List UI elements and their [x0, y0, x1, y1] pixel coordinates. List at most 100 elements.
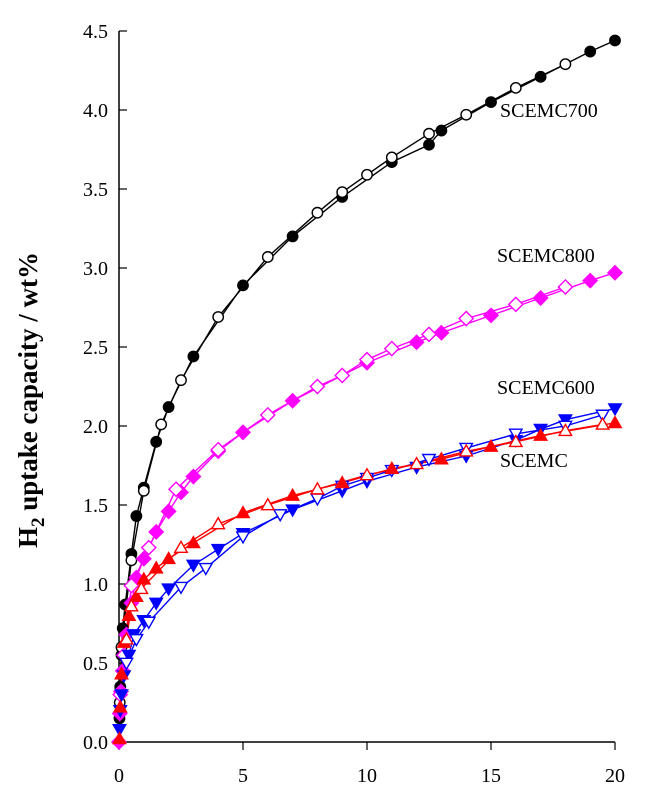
data-point-scemc700-desorption [261, 251, 274, 263]
data-point-scemc600-desorption [235, 531, 251, 545]
data-point-scemc-adsorption [285, 487, 301, 501]
data-point-scemc-desorption [595, 416, 611, 430]
data-point-scemc700-adsorption [485, 96, 497, 109]
data-point-scemc-adsorption [112, 699, 128, 713]
data-point-scemc-desorption [133, 581, 149, 595]
data-point-scemc800-desorption [309, 378, 326, 395]
y-tick-label: 0.0 [83, 732, 108, 754]
data-point-scemc600-adsorption [114, 689, 129, 703]
data-point-scemc700-desorption [212, 311, 225, 323]
data-point-scemc-adsorption [161, 551, 177, 565]
data-point-scemc800-desorption [557, 278, 574, 295]
data-point-scemc800-desorption [140, 539, 157, 556]
data-point-scemc700-desorption [137, 484, 150, 497]
data-point-scemc600-desorption [198, 562, 214, 576]
data-point-scemc600-adsorption [112, 723, 127, 738]
data-point-scemc700-desorption [460, 108, 473, 121]
data-point-scemc800-adsorption [482, 307, 500, 324]
data-point-scemc700-desorption [559, 58, 572, 71]
data-point-scemc800-adsorption [135, 550, 152, 567]
data-point-scemc-adsorption [235, 505, 251, 519]
data-point-scemc-adsorption [121, 607, 137, 621]
x-tick-label: 0 [114, 765, 124, 787]
data-point-scemc800-desorption [458, 310, 475, 327]
data-point-scemc800-desorption [123, 577, 140, 594]
data-point-scemc-desorption [557, 423, 573, 437]
data-point-scemc800-desorption [383, 340, 400, 357]
y-tick-label: 1.5 [83, 495, 108, 517]
data-point-scemc-desorption [409, 456, 425, 470]
y-tick-label: 0.5 [83, 653, 108, 675]
data-point-scemc800-adsorption [532, 290, 549, 307]
data-point-scemc-desorption [123, 598, 139, 612]
data-point-scemc600-desorption [118, 657, 134, 671]
data-point-scemc800-adsorption [284, 392, 301, 409]
data-point-scemc600-desorption [173, 581, 189, 595]
data-point-scemc800-adsorption [606, 264, 624, 281]
data-point-scemc800-adsorption [185, 468, 202, 485]
data-point-scemc700-desorption [311, 206, 324, 219]
data-point-scemc700-adsorption [150, 435, 163, 448]
data-point-scemc800-desorption [168, 481, 185, 498]
data-point-scemc800-adsorption [582, 272, 599, 289]
data-point-scemc800-desorption [420, 326, 438, 343]
y-tick-label: 1.0 [83, 574, 108, 596]
data-point-scemc800-adsorption [160, 503, 177, 520]
data-point-scemc-desorption [173, 540, 189, 554]
data-point-scemc-desorption [260, 497, 276, 511]
data-point-scemc700-desorption [125, 554, 138, 567]
data-point-scemc800-adsorption [234, 424, 252, 441]
data-point-scemc700-adsorption [130, 510, 143, 522]
data-point-scemc-desorption [210, 516, 226, 530]
data-point-scemc800-desorption [358, 351, 376, 368]
data-point-scemc-desorption [508, 434, 524, 448]
x-tick-label: 20 [605, 765, 625, 787]
x-tick-label: 5 [238, 765, 248, 787]
data-point-scemc-adsorption [607, 415, 623, 429]
data-point-scemc600-desorption [309, 493, 325, 507]
data-point-scemc-desorption [458, 443, 474, 457]
data-point-scemc-adsorption [185, 535, 201, 549]
data-point-scemc-adsorption [114, 666, 129, 680]
data-point-scemc700-adsorption [609, 34, 621, 47]
data-point-scemc-adsorption [384, 461, 400, 475]
series-label-scemc800: SCEMC800 [497, 245, 595, 267]
x-tick-label: 10 [357, 765, 377, 787]
data-point-scemc-adsorption [483, 438, 499, 452]
data-point-scemc-adsorption [533, 427, 549, 441]
y-tick-label: 2.5 [83, 337, 108, 359]
data-point-scemc700-desorption [385, 151, 398, 164]
data-point-scemc800-adsorption [433, 324, 450, 341]
data-point-scemc700-desorption [336, 186, 349, 199]
data-point-scemc700-desorption [509, 81, 522, 94]
y-tick-label: 3.5 [83, 179, 108, 201]
data-point-scemc600-adsorption [607, 403, 623, 417]
data-point-scemc600-adsorption [285, 504, 301, 518]
data-point-scemc800-adsorption [408, 334, 425, 351]
y-tick-label: 3.0 [83, 258, 108, 280]
data-point-scemc700-desorption [423, 127, 435, 140]
data-point-scemc-desorption [309, 481, 325, 495]
data-point-scemc700-adsorption [187, 350, 200, 363]
data-point-scemc600-adsorption [161, 583, 177, 597]
data-point-scemc800-desorption [259, 406, 276, 423]
data-point-scemc600-desorption [595, 409, 611, 423]
series-label-scemc: SCEMC [500, 450, 568, 472]
data-point-scemc600-adsorption [148, 597, 164, 611]
data-point-scemc700-adsorption [162, 401, 175, 413]
y-ticks: 0.0 0.5 1.0 1.5 2.0 2.5 3.0 3.5 4.0 4.5 [83, 21, 127, 754]
data-point-scemc600-desorption [141, 616, 157, 630]
y-tick-label: 4.0 [83, 100, 108, 122]
data-point-scemc800-desorption [507, 296, 524, 313]
data-point-scemc-adsorption [148, 560, 164, 574]
data-point-scemc600-adsorption [210, 543, 226, 557]
data-point-scemc600-desorption [272, 509, 288, 523]
data-point-scemc700-desorption [155, 418, 168, 431]
data-point-scemc-adsorption [136, 571, 152, 585]
data-point-scemc600-adsorption [185, 559, 201, 573]
data-point-scemc700-desorption [361, 168, 373, 181]
data-point-scemc800-desorption [334, 367, 351, 384]
data-point-scemc-desorption [359, 467, 375, 481]
series-label-scemc700: SCEMC700 [500, 100, 598, 122]
